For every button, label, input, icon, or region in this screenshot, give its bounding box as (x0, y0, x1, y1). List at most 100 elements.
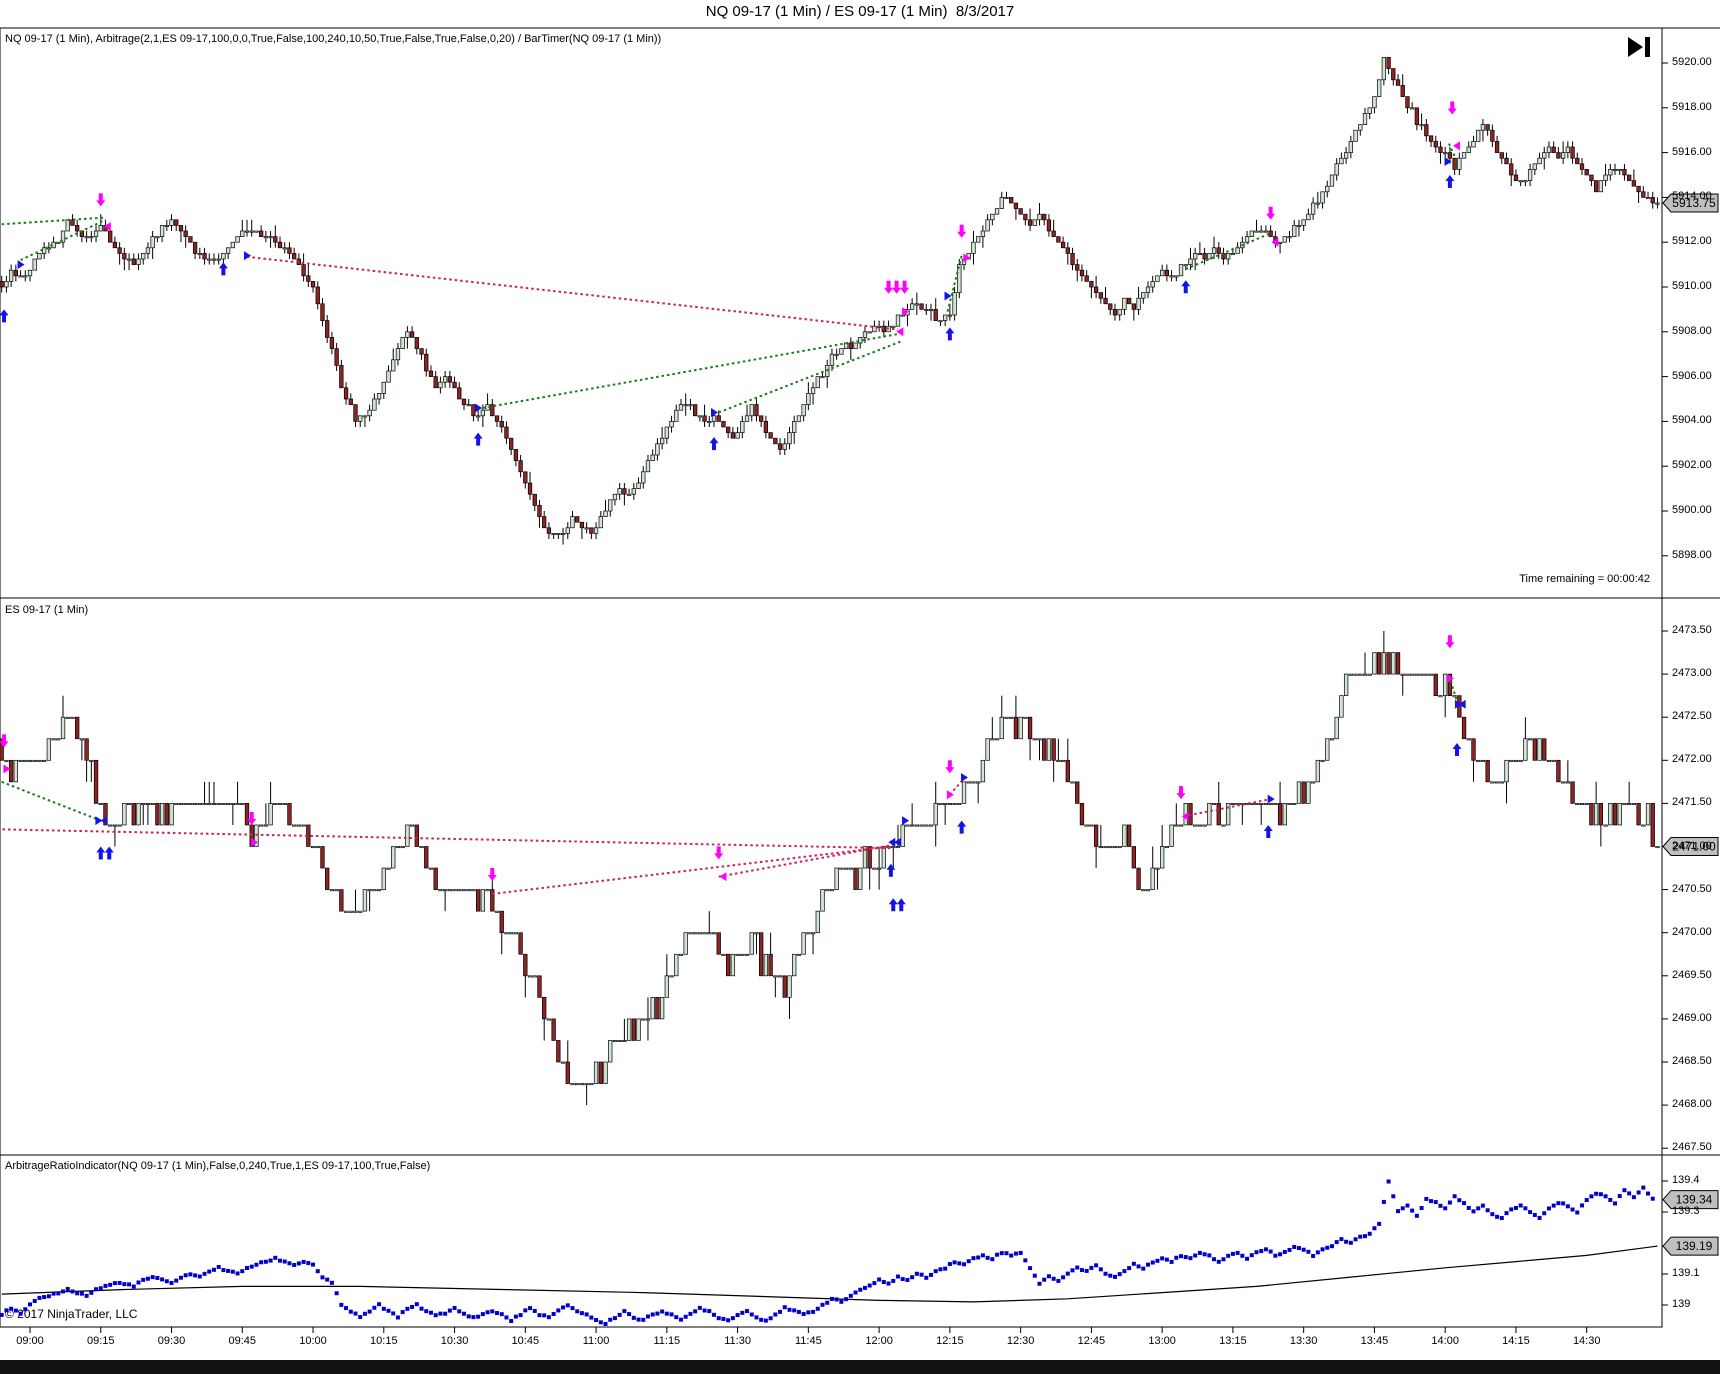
blue-up-arrow-icon (104, 846, 114, 860)
price-tick-label: 2468.00 (1672, 1098, 1712, 1111)
magenta-down-arrow-icon (1266, 206, 1276, 220)
price-tick-label: 2469.50 (1672, 968, 1712, 981)
blue-up-arrow-icon (709, 437, 719, 451)
magenta-right-arrow-icon (3, 764, 11, 774)
time-tick-label: 10:45 (511, 1335, 540, 1347)
price-tick-label: 139.3 (1672, 1205, 1700, 1217)
es-signal-markers-layer (0, 635, 1466, 912)
magenta-down-arrow-icon (1445, 635, 1455, 649)
nq-indicator-label: NQ 09-17 (1 Min), Arbitrage(2,1,ES 09-17… (5, 33, 662, 45)
time-tick-label: 14:00 (1431, 1335, 1459, 1347)
blue-up-arrow-icon (896, 898, 906, 912)
blue-up-arrow-icon (1181, 280, 1191, 294)
blue-right-arrow-icon (1267, 794, 1275, 804)
last-price-box: 2471.00 (1672, 840, 1716, 854)
time-tick-label: 10:15 (370, 1335, 398, 1347)
magenta-down-arrow-icon (900, 280, 910, 294)
magenta-down-arrow-icon (945, 760, 955, 774)
magenta-left-arrow-icon (103, 222, 111, 232)
magenta-down-arrow-icon (1447, 101, 1457, 115)
price-tick-label: 2473.50 (1672, 624, 1712, 636)
blue-right-arrow-icon (1454, 699, 1462, 709)
blue-up-arrow-icon (1452, 743, 1462, 757)
es-candles-layer (0, 631, 1660, 1106)
time-tick-label: 11:30 (724, 1335, 751, 1347)
ratio-dots-layer (0, 1179, 1655, 1326)
magenta-right-arrow-icon (251, 837, 259, 847)
time-tick-label: 12:15 (936, 1335, 964, 1347)
price-tick-label: 5906.00 (1672, 369, 1712, 382)
price-tick-label: 5910.00 (1672, 280, 1712, 292)
price-tick-label: 2470.50 (1672, 882, 1712, 895)
time-tick-label: 09:45 (228, 1335, 257, 1347)
price-tick-label: 2467.50 (1672, 1141, 1712, 1154)
time-tick-label: 13:15 (1219, 1335, 1247, 1347)
bottom-bar (0, 1360, 1720, 1374)
time-tick-label: 11:00 (582, 1335, 610, 1347)
nq-trendlines-layer (1, 143, 1457, 414)
magenta-down-arrow-icon (957, 224, 967, 238)
magenta-left-arrow-icon (1271, 237, 1279, 247)
magenta-left-arrow-icon (719, 872, 727, 882)
blue-up-arrow-icon (96, 846, 106, 860)
blue-up-arrow-icon (473, 432, 483, 446)
price-tick-label: 2469.00 (1672, 1011, 1712, 1024)
blue-up-arrow-icon (218, 262, 228, 276)
es-trendlines-layer (0, 680, 1458, 895)
price-tick-label: 5908.00 (1672, 324, 1712, 337)
price-tick-label: 2468.50 (1672, 1055, 1712, 1067)
last-price-box: 5913.75 (1672, 196, 1716, 210)
price-tick-label: 2472.00 (1672, 753, 1712, 766)
time-tick-label: 14:30 (1572, 1335, 1601, 1347)
price-tick-label: 5918.00 (1672, 100, 1712, 113)
ratio-avg-line (1, 1245, 1658, 1303)
price-boxes: 5913.75 2471.00 139.34 139.19 (1662, 193, 1719, 1256)
time-tick-label: 09:00 (16, 1335, 44, 1347)
blue-right-arrow-icon (902, 816, 910, 826)
time-tick-label: 13:30 (1289, 1335, 1318, 1347)
blue-left-arrow-icon (100, 816, 108, 826)
blue-left-arrow-icon (893, 837, 901, 847)
price-tick-label: 139.1 (1672, 1267, 1700, 1279)
copyright-label: © 2017 NinjaTrader, LLC (5, 1307, 138, 1321)
price-tick-label: 2470.00 (1672, 925, 1712, 938)
price-tick-label: 2471.00 (1672, 839, 1712, 852)
magenta-left-arrow-icon (896, 327, 904, 337)
time-tick-label: 12:30 (1006, 1335, 1035, 1347)
magenta-down-arrow-icon (1176, 786, 1186, 800)
time-tick-label: 13:45 (1360, 1335, 1389, 1347)
blue-up-arrow-icon (888, 898, 898, 912)
time-tick-label: 09:30 (157, 1335, 186, 1347)
price-tick-label: 2471.50 (1672, 796, 1712, 809)
nq-candles-layer (0, 57, 1660, 545)
blue-up-arrow-icon (886, 863, 896, 877)
ratio-indicator-label: ArbitrageRatioIndicator(NQ 09-17 (1 Min)… (5, 1160, 431, 1172)
price-tick-label: 5898.00 (1672, 548, 1712, 561)
go-to-end-icon[interactable] (1626, 36, 1654, 60)
blue-left-arrow-icon (888, 837, 896, 847)
magenta-right-arrow-icon (1446, 673, 1454, 683)
price-tick-label: 5916.00 (1672, 145, 1712, 158)
es-indicator-label: ES 09-17 (1 Min) (5, 604, 89, 616)
time-tick-label: 10:30 (440, 1335, 469, 1347)
blue-right-arrow-icon (95, 816, 103, 826)
magenta-down-arrow-icon (96, 193, 106, 207)
magenta-left-arrow-icon (1452, 141, 1460, 151)
bar-timer-label: Time remaining = 00:00:42 (1519, 573, 1650, 585)
time-tick-label: 10:00 (299, 1335, 327, 1347)
time-tick-label: 09:15 (86, 1335, 115, 1347)
price-tick-label: 2473.00 (1672, 667, 1712, 680)
time-tick-label: 14:15 (1502, 1335, 1530, 1347)
blue-right-arrow-icon (944, 291, 952, 301)
price-tick-label: 5912.00 (1672, 235, 1712, 248)
magenta-down-arrow-icon (487, 867, 497, 881)
time-tick-label: 11:45 (794, 1335, 822, 1347)
blue-right-arrow-icon (961, 773, 969, 783)
price-tick-label: 139.4 (1672, 1174, 1700, 1186)
blue-right-arrow-icon (711, 407, 719, 417)
nq-signal-markers-layer (0, 101, 1460, 451)
blue-up-arrow-icon (945, 327, 955, 341)
magenta-down-arrow-icon (884, 280, 894, 294)
